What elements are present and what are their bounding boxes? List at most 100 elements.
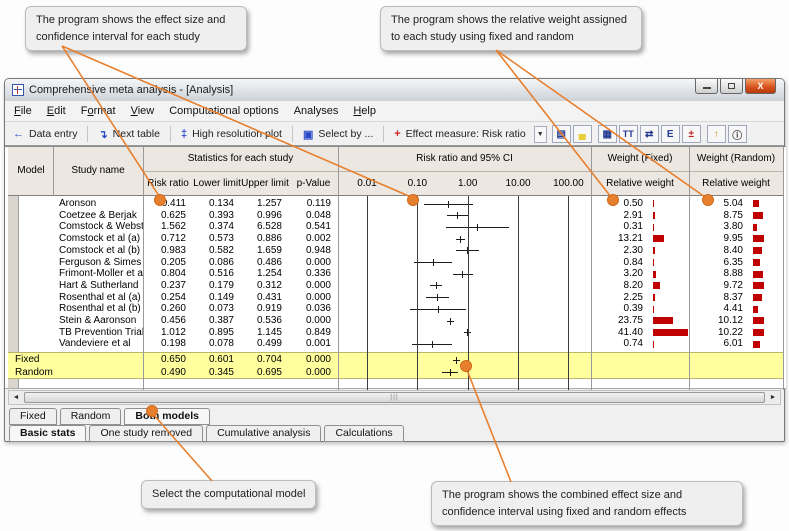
weight-random-value: 3.80 bbox=[723, 221, 743, 233]
effect-measure-button[interactable]: + Effect measure: Risk ratio bbox=[386, 124, 533, 144]
study-row[interactable]: Stein & Aaronson 0.456 0.387 0.536 0.000 23.7… bbox=[19, 315, 783, 327]
cell-model bbox=[19, 338, 53, 350]
preview-pane-button[interactable]: ▄ bbox=[572, 125, 592, 143]
cell-model bbox=[19, 245, 53, 257]
effect-size-marker bbox=[464, 329, 472, 337]
tab-calculations[interactable]: Calculations bbox=[324, 425, 404, 442]
cell-study-name: Frimont-Moller et al bbox=[59, 268, 143, 280]
tab-both-models[interactable]: Both models bbox=[124, 408, 210, 425]
cell-p-value: 0.000 bbox=[305, 256, 331, 268]
study-row[interactable]: Frimont-Moller et al 0.804 0.516 1.254 0.336… bbox=[19, 268, 783, 280]
menu-item-format[interactable]: Format bbox=[80, 105, 116, 117]
select-by-label: Select by ... bbox=[318, 128, 374, 140]
weight-fixed-value: 2.30 bbox=[623, 244, 643, 256]
close-button[interactable]: X bbox=[745, 79, 776, 94]
minimize-button[interactable] bbox=[695, 79, 718, 94]
study-row[interactable]: Ferguson & Simes 0.205 0.086 0.486 0.000 0.84… bbox=[19, 257, 783, 269]
tab-random[interactable]: Random bbox=[59, 408, 122, 425]
menu-item-file[interactable]: File bbox=[14, 105, 32, 117]
study-row[interactable]: Coetzee & Berjak 0.625 0.393 0.996 0.048 2.91… bbox=[19, 210, 783, 222]
scroll-right-arrow[interactable]: ► bbox=[769, 394, 777, 401]
window-title: Comprehensive meta analysis - [Analysis] bbox=[29, 84, 234, 96]
forest-plot-cell bbox=[338, 233, 591, 245]
fit-columns-icon: ⇄ bbox=[645, 128, 654, 140]
grid-columns-button[interactable]: ▦ bbox=[597, 125, 617, 143]
row-gutter bbox=[8, 147, 19, 388]
study-row[interactable]: Comstock et al (b) 0.983 0.582 1.659 0.948 2.… bbox=[19, 245, 783, 257]
scrollbar-thumb[interactable]: ||| bbox=[24, 392, 765, 403]
column-separator bbox=[783, 147, 784, 390]
cell-weight-fixed: 2.30 bbox=[591, 245, 689, 257]
scroll-left-arrow[interactable]: ◄ bbox=[12, 394, 20, 401]
study-row[interactable]: Vandeviere et al 0.198 0.078 0.499 0.001 0.74… bbox=[19, 338, 783, 350]
next-table-button[interactable]: ↴ Next table bbox=[90, 124, 168, 144]
summary-row-random[interactable]: Random 0.490 0.345 0.695 0.000 bbox=[8, 367, 783, 380]
cell-lower-limit: 0.134 bbox=[208, 198, 234, 209]
axis-tick-label: 1.00 bbox=[457, 178, 478, 189]
effect-measure-dropdown[interactable]: ▼ bbox=[533, 125, 547, 143]
maximize-button[interactable] bbox=[720, 79, 743, 94]
weight-fixed-bar bbox=[653, 212, 656, 220]
menu-item-help[interactable]: Help bbox=[353, 105, 376, 117]
forest-plot-cell bbox=[338, 292, 591, 304]
cell-study-name: Rosenthal et al (b) bbox=[59, 303, 141, 315]
cell-weight-fixed: 2.91 bbox=[591, 210, 689, 222]
study-row[interactable]: Hart & Sutherland 0.237 0.179 0.312 0.000 8.2… bbox=[19, 280, 783, 292]
forest-plot-cell bbox=[338, 280, 591, 292]
plus-minus-button[interactable]: ± bbox=[681, 125, 701, 143]
cell-weight-fixed: 8.20 bbox=[591, 280, 689, 292]
weight-fixed-value: 3.20 bbox=[623, 268, 643, 280]
study-row[interactable]: Comstock et al (a) 0.712 0.573 0.886 0.002 13… bbox=[19, 233, 783, 245]
cell-weight-fixed: 41.40 bbox=[591, 327, 689, 339]
high-resolution-plot-button[interactable]: ‡ High resolution plot bbox=[173, 124, 290, 144]
cell-model bbox=[19, 210, 53, 222]
fit-columns-button[interactable]: ⇄ bbox=[639, 125, 659, 143]
study-row[interactable]: TB Prevention Trial 1.012 0.895 1.145 0.849 4… bbox=[19, 327, 783, 339]
menu-item-analyses[interactable]: Analyses bbox=[293, 105, 339, 117]
preview-pane-icon: ▄ bbox=[578, 128, 586, 140]
effect-size-marker bbox=[432, 282, 440, 290]
cell-p-value: 0.001 bbox=[305, 338, 331, 350]
horizontal-scrollbar[interactable]: ◄ ||| ► bbox=[8, 390, 781, 405]
weight-random-value: 9.72 bbox=[723, 279, 743, 291]
header-stats-group: Statistics for each study bbox=[187, 153, 294, 164]
title-bar[interactable]: Comprehensive meta analysis - [Analysis]… bbox=[5, 79, 784, 101]
close-icon: X bbox=[757, 81, 764, 91]
tab-one-study-removed[interactable]: One study removed bbox=[89, 425, 204, 442]
cell-weight-random: 5.04 bbox=[689, 198, 783, 210]
sort-button[interactable]: ↑ bbox=[706, 125, 726, 143]
cell-lower-limit: 0.601 bbox=[208, 354, 234, 365]
menu-item-computational-options[interactable]: Computational options bbox=[169, 105, 279, 117]
axis-tick-label: 0.01 bbox=[357, 178, 377, 189]
menu-item-edit[interactable]: Edit bbox=[46, 105, 66, 117]
effect-size-marker bbox=[444, 200, 452, 208]
menu-item-view[interactable]: View bbox=[130, 105, 155, 117]
cell-weight-fixed: 3.20 bbox=[591, 268, 689, 280]
summary-row-fixed[interactable]: Fixed 0.650 0.601 0.704 0.000 bbox=[8, 354, 783, 367]
cell-weight-fixed: 0.39 bbox=[591, 303, 689, 315]
study-row[interactable]: Rosenthal et al (a) 0.254 0.149 0.431 0.000 2… bbox=[19, 292, 783, 304]
decimals-button[interactable]: E bbox=[660, 125, 680, 143]
info-button[interactable]: ⓘ bbox=[727, 125, 747, 143]
cell-upper-limit: 0.886 bbox=[256, 233, 282, 245]
study-row[interactable]: Aronson 0.411 0.134 1.257 0.119 0.50 5.04 bbox=[19, 198, 783, 210]
tab-fixed[interactable]: Fixed bbox=[9, 408, 57, 425]
cell-risk-ratio: 0.198 bbox=[160, 338, 186, 350]
data-entry-button[interactable]: ← Data entry bbox=[5, 124, 85, 144]
header-forest-group: Risk ratio and 95% CI bbox=[416, 153, 513, 164]
weight-fixed-value: 23.75 bbox=[617, 315, 643, 326]
sort-icon: ↑ bbox=[713, 128, 719, 140]
tab-cumulative-analysis[interactable]: Cumulative analysis bbox=[206, 425, 322, 442]
cell-study-name: Rosenthal et al (a) bbox=[59, 291, 141, 303]
effect-size-marker bbox=[463, 247, 471, 255]
list-view-button[interactable]: ▤ bbox=[551, 125, 571, 143]
select-by-button[interactable]: ▣ Select by ... bbox=[295, 124, 381, 144]
tab-basic-stats[interactable]: Basic stats bbox=[9, 425, 87, 442]
study-row[interactable]: Comstock & Webster 1.562 0.374 6.528 0.541 0.… bbox=[19, 221, 783, 233]
cell-study-name: TB Prevention Trial bbox=[59, 326, 143, 338]
toolbar-separator bbox=[87, 126, 89, 142]
study-row[interactable]: Rosenthal et al (b) 0.260 0.073 0.919 0.036 0… bbox=[19, 303, 783, 315]
weight-random-value: 8.88 bbox=[723, 268, 743, 280]
column-width-button[interactable]: TT bbox=[618, 125, 638, 143]
weight-fixed-bar bbox=[653, 340, 655, 348]
